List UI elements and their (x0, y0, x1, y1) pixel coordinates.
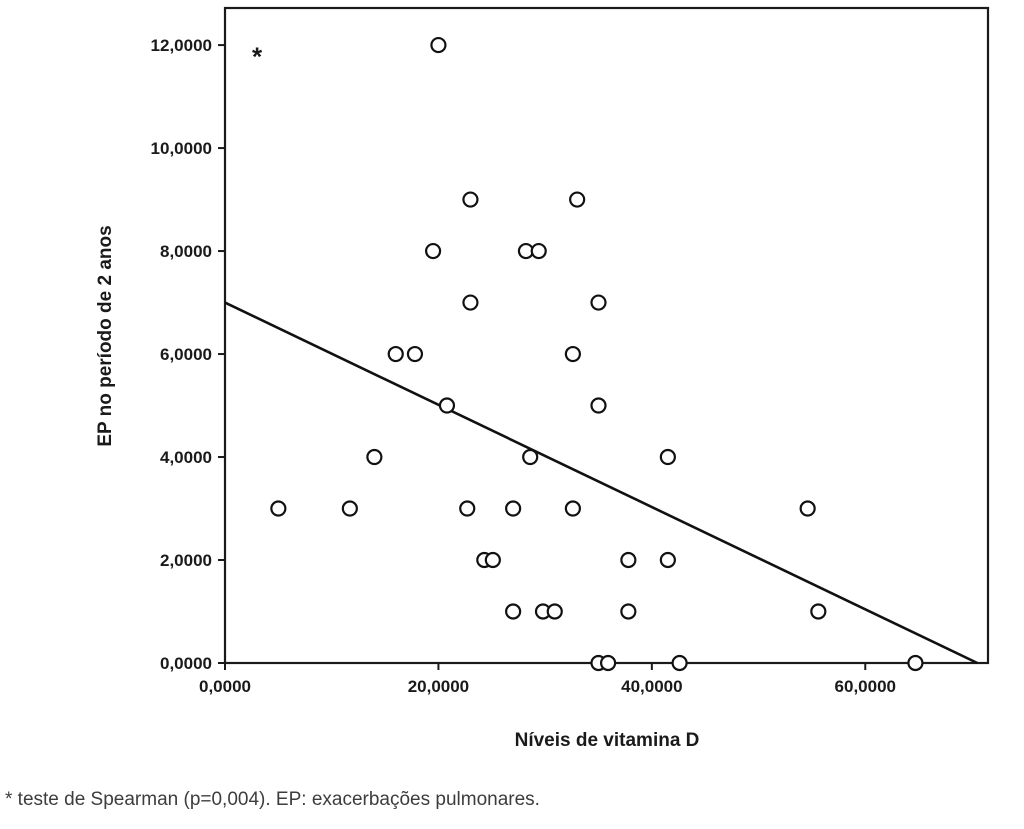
data-point (620, 603, 637, 620)
figure-footnote: * teste de Spearman (p=0,004). EP: exace… (5, 789, 540, 810)
plot-frame (223, 6, 990, 665)
y-tick-label: 12,0000 (151, 36, 212, 55)
data-point (546, 603, 563, 620)
data-point (484, 551, 501, 569)
x-tick-label: 40,0000 (621, 677, 682, 696)
data-point (620, 551, 637, 569)
data-point (505, 500, 522, 517)
data-point (430, 36, 447, 54)
data-point (799, 500, 816, 517)
data-point (810, 603, 827, 620)
data-point (659, 448, 676, 466)
data-point (522, 448, 539, 466)
data-point (530, 242, 547, 260)
data-point (462, 294, 479, 311)
data-point (590, 294, 607, 311)
y-tick-label: 10,0000 (151, 139, 212, 158)
y-tick-label: 0,0000 (160, 654, 212, 673)
data-point (459, 500, 476, 517)
data-point (671, 654, 688, 672)
data-point (590, 397, 607, 414)
data-point (438, 397, 456, 414)
data-point (564, 500, 581, 517)
y-tick-label: 2,0000 (160, 551, 212, 570)
spearman-asterisk-annotation: * (252, 42, 263, 72)
data-point (341, 500, 358, 517)
data-point (600, 654, 617, 672)
regression-line (224, 301, 978, 665)
chart-canvas: 0,0000 20,0000 40,0000 60,0000 0,0000 2,0000 4… (151, 6, 990, 696)
data-point (659, 551, 676, 569)
data-point (424, 242, 442, 260)
data-point (270, 500, 287, 517)
x-tick-label: 0,0000 (199, 677, 251, 696)
x-axis-title: Níveis de vitamina D (514, 730, 700, 751)
data-point (564, 345, 581, 363)
data-point (406, 345, 424, 363)
y-axis-title: EP no período de 2 anos (95, 225, 116, 447)
data-point (569, 191, 586, 208)
data-point (907, 654, 924, 672)
y-tick-label: 4,0000 (160, 448, 212, 467)
x-tick-label: 60,0000 (835, 677, 896, 696)
y-tick-label: 6,0000 (160, 345, 212, 364)
x-tick-label: 20,0000 (408, 677, 469, 696)
data-point (387, 345, 404, 363)
data-point (505, 603, 522, 620)
y-tick-label: 8,0000 (160, 242, 212, 261)
data-point (462, 191, 479, 208)
data-point (366, 448, 383, 466)
